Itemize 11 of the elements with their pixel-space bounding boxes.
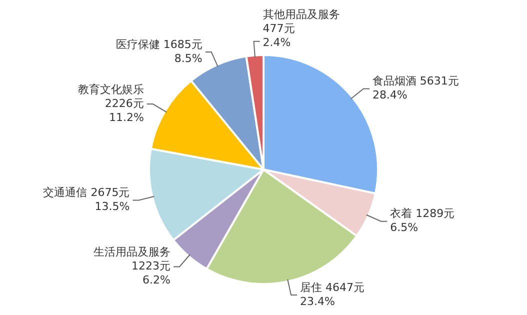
- slice-label: 医疗保健 1685元 8.5%: [116, 38, 202, 65]
- slice-label: 其他用品及服务: [262, 8, 340, 22]
- data-label: 477元 2.4%: [262, 22, 295, 50]
- slice-label: 交通通信 2675元 13.5%: [43, 186, 130, 214]
- data-label: 1223元 6.2%: [131, 260, 170, 287]
- data-label: 2226元 11.2%: [104, 96, 144, 124]
- slice-label: 衣着 1289元 6.5%: [390, 207, 455, 234]
- slice-label: 居住 4647元 23.4%: [300, 280, 365, 308]
- slice-label: 生活用品及服务: [93, 246, 170, 259]
- slice-label: 食品烟酒 5631元 28.4%: [372, 74, 459, 102]
- slice-label: 教育文化娱乐: [78, 82, 144, 96]
